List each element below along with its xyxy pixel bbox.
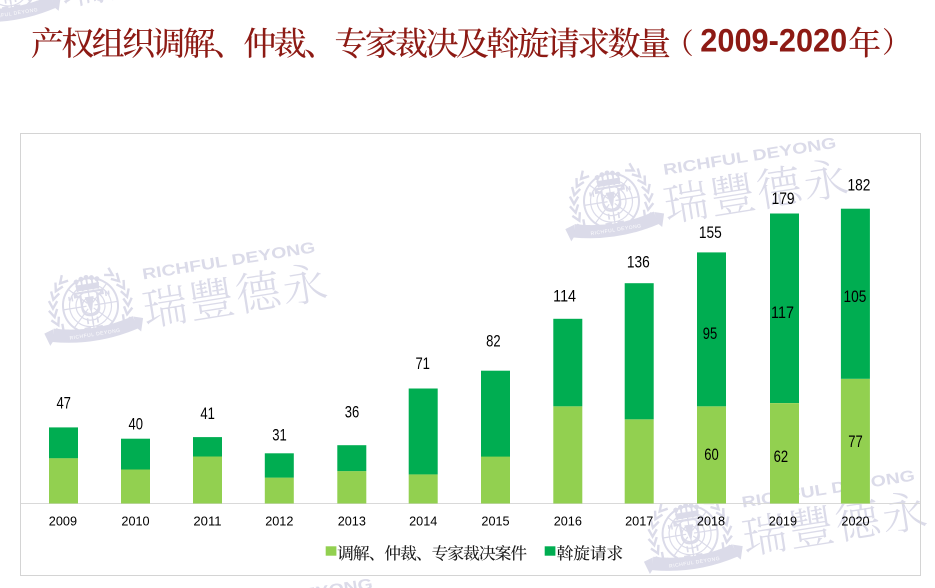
svg-text:114: 114: [553, 287, 576, 306]
svg-text:136: 136: [627, 252, 650, 271]
svg-text:2014: 2014: [409, 514, 437, 529]
svg-text:31: 31: [272, 426, 287, 445]
svg-text:2017: 2017: [625, 514, 653, 529]
svg-text:2009-2020: 2009-2020: [700, 23, 847, 59]
svg-text:182: 182: [847, 176, 870, 195]
svg-text:60: 60: [704, 445, 719, 464]
svg-text:36: 36: [345, 403, 360, 422]
svg-text:117: 117: [771, 303, 794, 322]
svg-text:82: 82: [486, 332, 501, 351]
svg-text:155: 155: [699, 223, 722, 242]
svg-text:2015: 2015: [481, 514, 509, 529]
svg-text:71: 71: [415, 354, 430, 373]
svg-text:2016: 2016: [554, 514, 582, 529]
svg-text:2019: 2019: [769, 514, 797, 529]
svg-text:40: 40: [129, 414, 144, 433]
svg-text:41: 41: [200, 404, 215, 423]
svg-text:2020: 2020: [841, 514, 869, 529]
svg-text:62: 62: [774, 447, 789, 466]
svg-text:179: 179: [772, 189, 795, 208]
svg-text:2010: 2010: [121, 514, 149, 529]
svg-text:47: 47: [56, 393, 71, 412]
svg-text:2011: 2011: [193, 514, 221, 529]
svg-text:2018: 2018: [697, 514, 725, 529]
svg-text:2009: 2009: [49, 514, 77, 529]
svg-text:2013: 2013: [338, 514, 366, 529]
svg-text:95: 95: [703, 324, 718, 343]
svg-text:2012: 2012: [265, 514, 293, 529]
svg-text:105: 105: [844, 287, 867, 306]
svg-text:77: 77: [848, 432, 863, 451]
